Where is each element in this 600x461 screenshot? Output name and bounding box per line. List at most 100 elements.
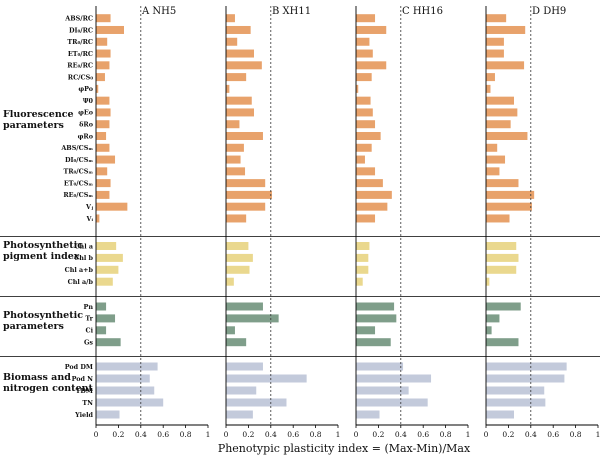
bar	[486, 132, 528, 140]
x-axis-label: Phenotypic plasticity index = (Max-Min)/…	[218, 442, 471, 455]
panel-title: A NH5	[141, 6, 176, 17]
variable-label: Chl a	[74, 242, 93, 250]
bar	[226, 143, 244, 152]
bar	[226, 84, 230, 93]
variable-label: Chl b	[74, 254, 93, 262]
variable-label: Chl a+b	[65, 266, 94, 274]
bar	[356, 374, 432, 383]
bar	[486, 14, 507, 23]
bar	[356, 132, 381, 140]
bar	[96, 167, 108, 176]
x-tick-label: 0.2	[372, 430, 384, 439]
bar	[356, 338, 391, 347]
bar	[96, 314, 116, 323]
bar	[226, 253, 253, 262]
bar	[486, 338, 519, 347]
bar	[486, 374, 565, 383]
bar	[96, 14, 111, 23]
bar	[486, 242, 517, 250]
bar	[96, 374, 150, 383]
bar	[226, 25, 251, 34]
variable-label: RE₀/RC	[67, 62, 93, 70]
bar	[96, 120, 110, 129]
x-tick-label: 0.4	[135, 430, 147, 439]
bar	[486, 61, 525, 70]
bar	[486, 302, 521, 311]
bar	[356, 214, 376, 223]
x-tick-label: 0.6	[287, 430, 299, 439]
variable-label: φEo	[78, 109, 93, 117]
bar	[226, 277, 234, 286]
bar	[356, 398, 428, 407]
variable-label: Yield	[74, 411, 93, 419]
bar	[226, 326, 235, 335]
bar	[356, 410, 380, 419]
group-label: Photosynthetic	[3, 310, 83, 321]
variable-label: Pod DM	[65, 363, 93, 371]
bar	[96, 398, 164, 407]
variable-label: Chl a/b	[68, 278, 94, 286]
bar	[226, 108, 254, 117]
bar	[356, 314, 397, 323]
bar	[486, 326, 492, 335]
bar	[356, 61, 387, 70]
bar	[486, 398, 546, 407]
bar	[96, 242, 117, 250]
bar	[356, 37, 370, 46]
bar	[226, 155, 241, 164]
x-tick-label: 0.4	[395, 430, 407, 439]
bar	[486, 202, 532, 211]
bar	[226, 410, 253, 419]
bar	[356, 49, 373, 58]
bar	[96, 25, 124, 34]
bar	[96, 61, 110, 70]
x-tick-label: 0.8	[180, 430, 192, 439]
variable-label: RE₀/CSₘ	[63, 191, 93, 199]
variable-label: Pod N	[72, 375, 94, 383]
x-tick-label: 0	[224, 430, 229, 439]
bar	[226, 214, 247, 223]
group-label: Photosynthetic	[3, 240, 83, 251]
bar	[226, 398, 287, 407]
bar	[486, 386, 545, 395]
bar	[226, 362, 263, 371]
bar	[226, 302, 263, 311]
x-tick-label: 0.4	[525, 430, 537, 439]
bar	[486, 155, 506, 164]
group-label: pigment index	[3, 251, 80, 262]
bar	[226, 96, 252, 105]
bar	[356, 25, 387, 34]
bar	[226, 167, 246, 176]
bar	[356, 155, 365, 164]
x-tick-label: 0.6	[417, 430, 429, 439]
bar	[356, 253, 369, 262]
bar	[486, 143, 498, 152]
bar	[486, 37, 504, 46]
bar	[226, 374, 307, 383]
bar	[486, 73, 495, 82]
variable-label: φPo	[78, 85, 93, 93]
bar	[486, 179, 519, 188]
bar	[356, 326, 376, 335]
bar	[96, 202, 128, 211]
variable-label: Vᵢ	[86, 215, 94, 223]
bar	[356, 143, 372, 152]
x-tick-label: 0.8	[570, 430, 582, 439]
x-tick-label: 1	[206, 430, 211, 439]
x-tick-label: 1	[336, 430, 341, 439]
bar	[226, 73, 247, 82]
variable-label: Ψ0	[83, 97, 94, 105]
x-tick-label: 0.6	[157, 430, 169, 439]
bar	[486, 214, 510, 223]
x-tick-label: 0	[354, 430, 359, 439]
bar	[226, 242, 249, 250]
bar	[356, 73, 372, 82]
x-tick-label: 0	[484, 430, 489, 439]
bar	[96, 362, 158, 371]
bar	[96, 108, 111, 117]
bar	[226, 179, 266, 188]
bar	[356, 179, 383, 188]
variable-label: Tr	[85, 315, 93, 323]
bar	[96, 410, 120, 419]
bar	[356, 190, 392, 199]
